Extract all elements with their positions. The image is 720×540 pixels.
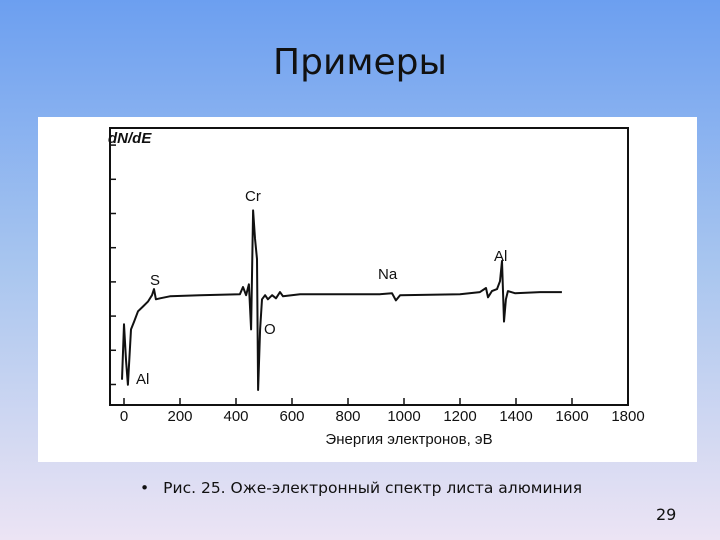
- x-tick-label: 800: [335, 408, 360, 425]
- x-tick-label: 400: [223, 408, 248, 425]
- x-tick-label: 1600: [555, 408, 588, 425]
- caption: • Рис. 25. Оже-электронный спектр листа а…: [140, 479, 582, 497]
- peak-annotation: S: [150, 272, 160, 289]
- bullet: •: [140, 479, 150, 497]
- plot-frame: [109, 127, 629, 406]
- x-tick-label: 1000: [387, 408, 420, 425]
- peak-annotation: Al: [136, 371, 149, 388]
- peak-annotation: O: [264, 321, 276, 338]
- x-tick-label: 1200: [443, 408, 476, 425]
- x-tick-label: 0: [120, 408, 128, 425]
- y-axis-label: dN/dE: [108, 130, 152, 147]
- x-tick-label: 600: [279, 408, 304, 425]
- caption-text: Рис. 25. Оже-электронный спектр листа ал…: [163, 479, 583, 497]
- spectrum-line: [121, 209, 562, 391]
- peak-annotation: Na: [378, 266, 398, 283]
- page-number: 29: [656, 505, 677, 524]
- slide-title: Примеры: [273, 42, 447, 83]
- x-tick-label: 1400: [499, 408, 532, 425]
- x-axis-label: Энергия электронов, эВ: [325, 431, 492, 448]
- peak-annotation: Cr: [245, 188, 261, 205]
- chart: 0 200 400 600 800 1000 1200 1400 1600 1800 dN/dE Эн…: [38, 117, 697, 462]
- x-tick-label: 200: [167, 408, 192, 425]
- x-tick-label: 1800: [611, 408, 644, 425]
- peak-annotation: Al: [494, 248, 507, 265]
